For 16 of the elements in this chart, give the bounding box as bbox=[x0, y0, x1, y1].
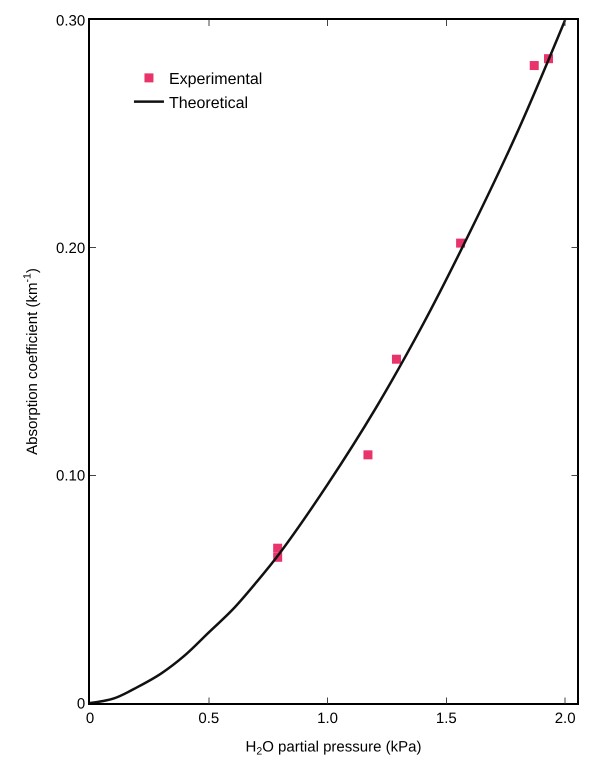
legend-label: Theoretical bbox=[168, 94, 248, 112]
y-tick-label: 0.10 bbox=[56, 468, 86, 485]
point bbox=[530, 61, 539, 70]
point bbox=[363, 450, 372, 460]
x-axis-title: H$_{2}$O partial pressure (kPa) bbox=[246, 738, 422, 758]
x-tick-label: 0.5 bbox=[198, 710, 220, 727]
point bbox=[273, 544, 282, 553]
point bbox=[392, 354, 401, 364]
legend-label: Experimental bbox=[168, 71, 262, 88]
y-tick-label: 0 bbox=[76, 695, 86, 712]
x-tick-label: 2.0 bbox=[554, 710, 576, 727]
y-tick-label: 0.30 bbox=[56, 12, 86, 30]
y-tick-label: 0.20 bbox=[56, 240, 86, 257]
line-series bbox=[90, 20, 566, 703]
x-tick-label: 1.0 bbox=[317, 710, 338, 727]
x-tick-label: 1.5 bbox=[436, 710, 457, 727]
